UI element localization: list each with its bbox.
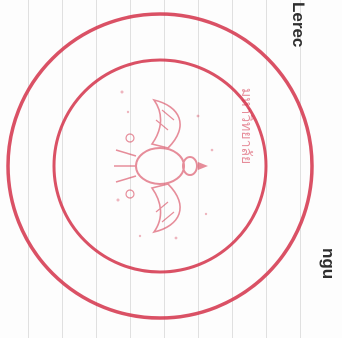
- ruled-line: [28, 0, 29, 338]
- garuda-emblem: [114, 98, 208, 234]
- ruled-line: [62, 0, 63, 338]
- seal-ink-speckles: [116, 90, 214, 240]
- ruled-line: [164, 0, 165, 338]
- seal-inner-ring: [52, 58, 268, 274]
- ruled-line: [130, 0, 131, 338]
- seal-outer-ring: [6, 12, 314, 320]
- ruled-line: [96, 0, 97, 338]
- document-text-fragment-top: Lerec: [289, 2, 308, 48]
- seal-inscription-text: มหาวิทยาลัย: [238, 88, 254, 164]
- ruled-line: [300, 0, 301, 338]
- ruled-line: [232, 0, 233, 338]
- document-text-fragment-bottom: ngu: [319, 248, 338, 280]
